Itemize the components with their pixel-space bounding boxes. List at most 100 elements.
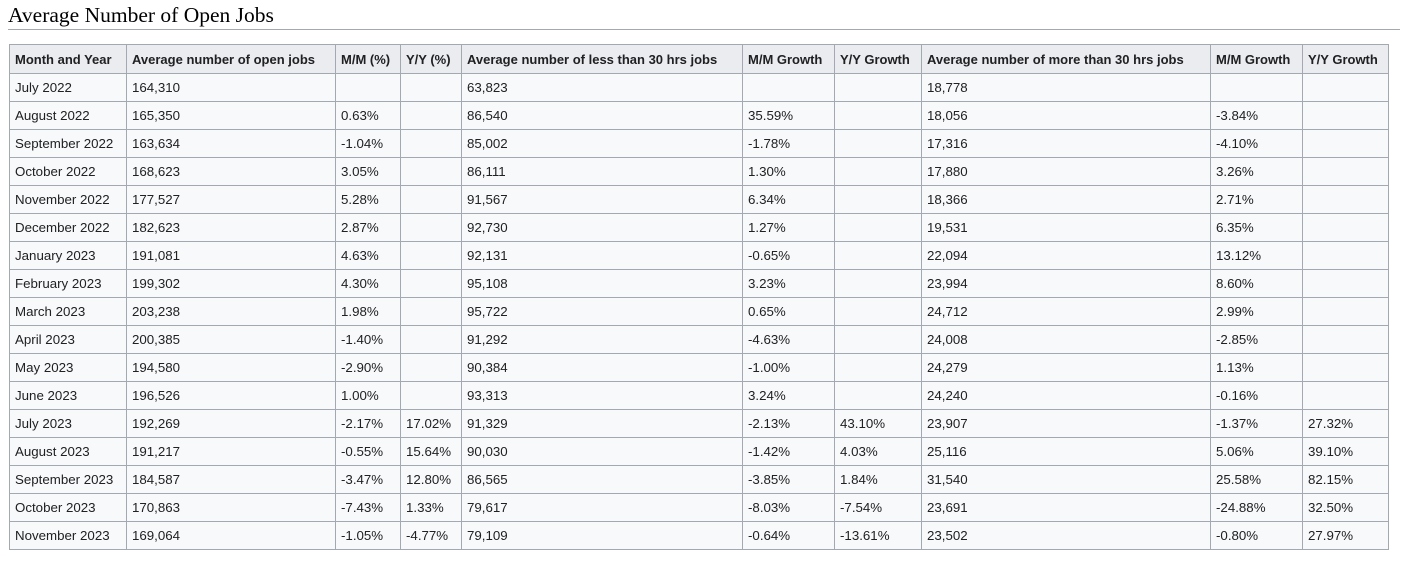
cell-yy-percent	[400, 297, 462, 326]
cell-month-year: May 2023	[9, 353, 127, 382]
table-header: Month and Year Average number of open jo…	[9, 44, 1389, 74]
cell-less-than-30hrs: 86,540	[461, 101, 743, 130]
cell-less-than-30hrs-mm-growth	[742, 73, 835, 102]
cell-less-than-30hrs: 86,565	[461, 465, 743, 494]
cell-more-than-30hrs-yy-growth	[1302, 325, 1389, 354]
cell-mm-percent: 4.30%	[335, 269, 401, 298]
cell-less-than-30hrs-mm-growth: -3.85%	[742, 465, 835, 494]
cell-mm-percent: 2.87%	[335, 213, 401, 242]
cell-more-than-30hrs-yy-growth	[1302, 185, 1389, 214]
cell-less-than-30hrs-mm-growth: 35.59%	[742, 101, 835, 130]
cell-less-than-30hrs: 92,730	[461, 213, 743, 242]
cell-more-than-30hrs-mm-growth: 8.60%	[1210, 269, 1303, 298]
cell-more-than-30hrs-yy-growth	[1302, 353, 1389, 382]
cell-more-than-30hrs-yy-growth	[1302, 73, 1389, 102]
table-row: January 2023 191,081 4.63% 92,131 -0.65% 22,0…	[9, 241, 1389, 270]
cell-less-than-30hrs-yy-growth	[834, 185, 922, 214]
cell-month-year: April 2023	[9, 325, 127, 354]
cell-more-than-30hrs: 31,540	[921, 465, 1211, 494]
cell-average-open-jobs: 203,238	[126, 297, 336, 326]
header-more-than-30hrs-yy-growth: Y/Y Growth	[1302, 44, 1389, 74]
cell-more-than-30hrs-mm-growth	[1210, 73, 1303, 102]
cell-more-than-30hrs-yy-growth: 27.32%	[1302, 409, 1389, 438]
cell-yy-percent	[400, 129, 462, 158]
table-row: November 2022 177,527 5.28% 91,567 6.34% 18,3…	[9, 185, 1389, 214]
cell-less-than-30hrs-mm-growth: -1.00%	[742, 353, 835, 382]
cell-mm-percent: 0.63%	[335, 101, 401, 130]
cell-less-than-30hrs-yy-growth	[834, 325, 922, 354]
table-row: February 2023 199,302 4.30% 95,108 3.23% 23,9…	[9, 269, 1389, 298]
cell-yy-percent	[400, 381, 462, 410]
cell-less-than-30hrs-mm-growth: 6.34%	[742, 185, 835, 214]
cell-less-than-30hrs-yy-growth	[834, 129, 922, 158]
cell-less-than-30hrs: 91,329	[461, 409, 743, 438]
table-row: November 2023 169,064 -1.05% -4.77% 79,109 -0…	[9, 521, 1389, 550]
cell-average-open-jobs: 191,217	[126, 437, 336, 466]
cell-average-open-jobs: 170,863	[126, 493, 336, 522]
cell-more-than-30hrs-yy-growth	[1302, 241, 1389, 270]
header-month-year: Month and Year	[9, 44, 127, 74]
cell-less-than-30hrs: 90,384	[461, 353, 743, 382]
cell-more-than-30hrs-yy-growth: 82.15%	[1302, 465, 1389, 494]
table-row: August 2022 165,350 0.63% 86,540 35.59% 18,05…	[9, 101, 1389, 130]
cell-more-than-30hrs-mm-growth: 3.26%	[1210, 157, 1303, 186]
cell-yy-percent	[400, 269, 462, 298]
cell-less-than-30hrs-yy-growth: -7.54%	[834, 493, 922, 522]
cell-less-than-30hrs-mm-growth: 1.27%	[742, 213, 835, 242]
cell-more-than-30hrs: 19,531	[921, 213, 1211, 242]
cell-less-than-30hrs-yy-growth: -13.61%	[834, 521, 922, 550]
cell-mm-percent: -1.04%	[335, 129, 401, 158]
cell-yy-percent	[400, 101, 462, 130]
cell-less-than-30hrs-mm-growth: -1.78%	[742, 129, 835, 158]
cell-less-than-30hrs-yy-growth	[834, 101, 922, 130]
page-title: Average Number of Open Jobs	[8, 0, 1400, 30]
cell-month-year: September 2022	[9, 129, 127, 158]
cell-average-open-jobs: 164,310	[126, 73, 336, 102]
open-jobs-table: Month and Year Average number of open jo…	[9, 44, 1389, 550]
cell-more-than-30hrs: 24,712	[921, 297, 1211, 326]
cell-mm-percent: 1.98%	[335, 297, 401, 326]
header-yy-percent: Y/Y (%)	[400, 44, 462, 74]
cell-average-open-jobs: 169,064	[126, 521, 336, 550]
cell-mm-percent: 1.00%	[335, 381, 401, 410]
cell-more-than-30hrs-mm-growth: 25.58%	[1210, 465, 1303, 494]
cell-average-open-jobs: 194,580	[126, 353, 336, 382]
cell-mm-percent: -0.55%	[335, 437, 401, 466]
table-row: April 2023 200,385 -1.40% 91,292 -4.63% 24,00…	[9, 325, 1389, 354]
table-row: October 2022 168,623 3.05% 86,111 1.30% 17,88…	[9, 157, 1389, 186]
cell-more-than-30hrs-yy-growth: 32.50%	[1302, 493, 1389, 522]
cell-mm-percent: -3.47%	[335, 465, 401, 494]
cell-average-open-jobs: 163,634	[126, 129, 336, 158]
cell-month-year: July 2022	[9, 73, 127, 102]
cell-more-than-30hrs-yy-growth	[1302, 213, 1389, 242]
cell-average-open-jobs: 196,526	[126, 381, 336, 410]
cell-mm-percent: -2.17%	[335, 409, 401, 438]
cell-mm-percent: 4.63%	[335, 241, 401, 270]
cell-less-than-30hrs: 79,109	[461, 521, 743, 550]
cell-less-than-30hrs-mm-growth: 0.65%	[742, 297, 835, 326]
table-body: July 2022 164,310 63,823 18,778 August 2022 1…	[9, 73, 1389, 550]
cell-less-than-30hrs-mm-growth: -4.63%	[742, 325, 835, 354]
cell-yy-percent	[400, 213, 462, 242]
cell-mm-percent: -7.43%	[335, 493, 401, 522]
cell-more-than-30hrs: 23,994	[921, 269, 1211, 298]
cell-month-year: September 2023	[9, 465, 127, 494]
cell-average-open-jobs: 191,081	[126, 241, 336, 270]
table-row: March 2023 203,238 1.98% 95,722 0.65% 24,712 2…	[9, 297, 1389, 326]
cell-yy-percent: 1.33%	[400, 493, 462, 522]
table-row: October 2023 170,863 -7.43% 1.33% 79,617 -8.0…	[9, 493, 1389, 522]
cell-more-than-30hrs: 24,279	[921, 353, 1211, 382]
cell-mm-percent: -1.40%	[335, 325, 401, 354]
cell-more-than-30hrs-mm-growth: -2.85%	[1210, 325, 1303, 354]
cell-less-than-30hrs: 92,131	[461, 241, 743, 270]
cell-average-open-jobs: 182,623	[126, 213, 336, 242]
cell-yy-percent	[400, 325, 462, 354]
cell-average-open-jobs: 192,269	[126, 409, 336, 438]
cell-more-than-30hrs: 18,056	[921, 101, 1211, 130]
table-row: August 2023 191,217 -0.55% 15.64% 90,030 -1.4…	[9, 437, 1389, 466]
header-mm-percent: M/M (%)	[335, 44, 401, 74]
cell-more-than-30hrs: 17,316	[921, 129, 1211, 158]
cell-month-year: August 2022	[9, 101, 127, 130]
cell-more-than-30hrs-yy-growth	[1302, 101, 1389, 130]
cell-less-than-30hrs-mm-growth: 3.24%	[742, 381, 835, 410]
